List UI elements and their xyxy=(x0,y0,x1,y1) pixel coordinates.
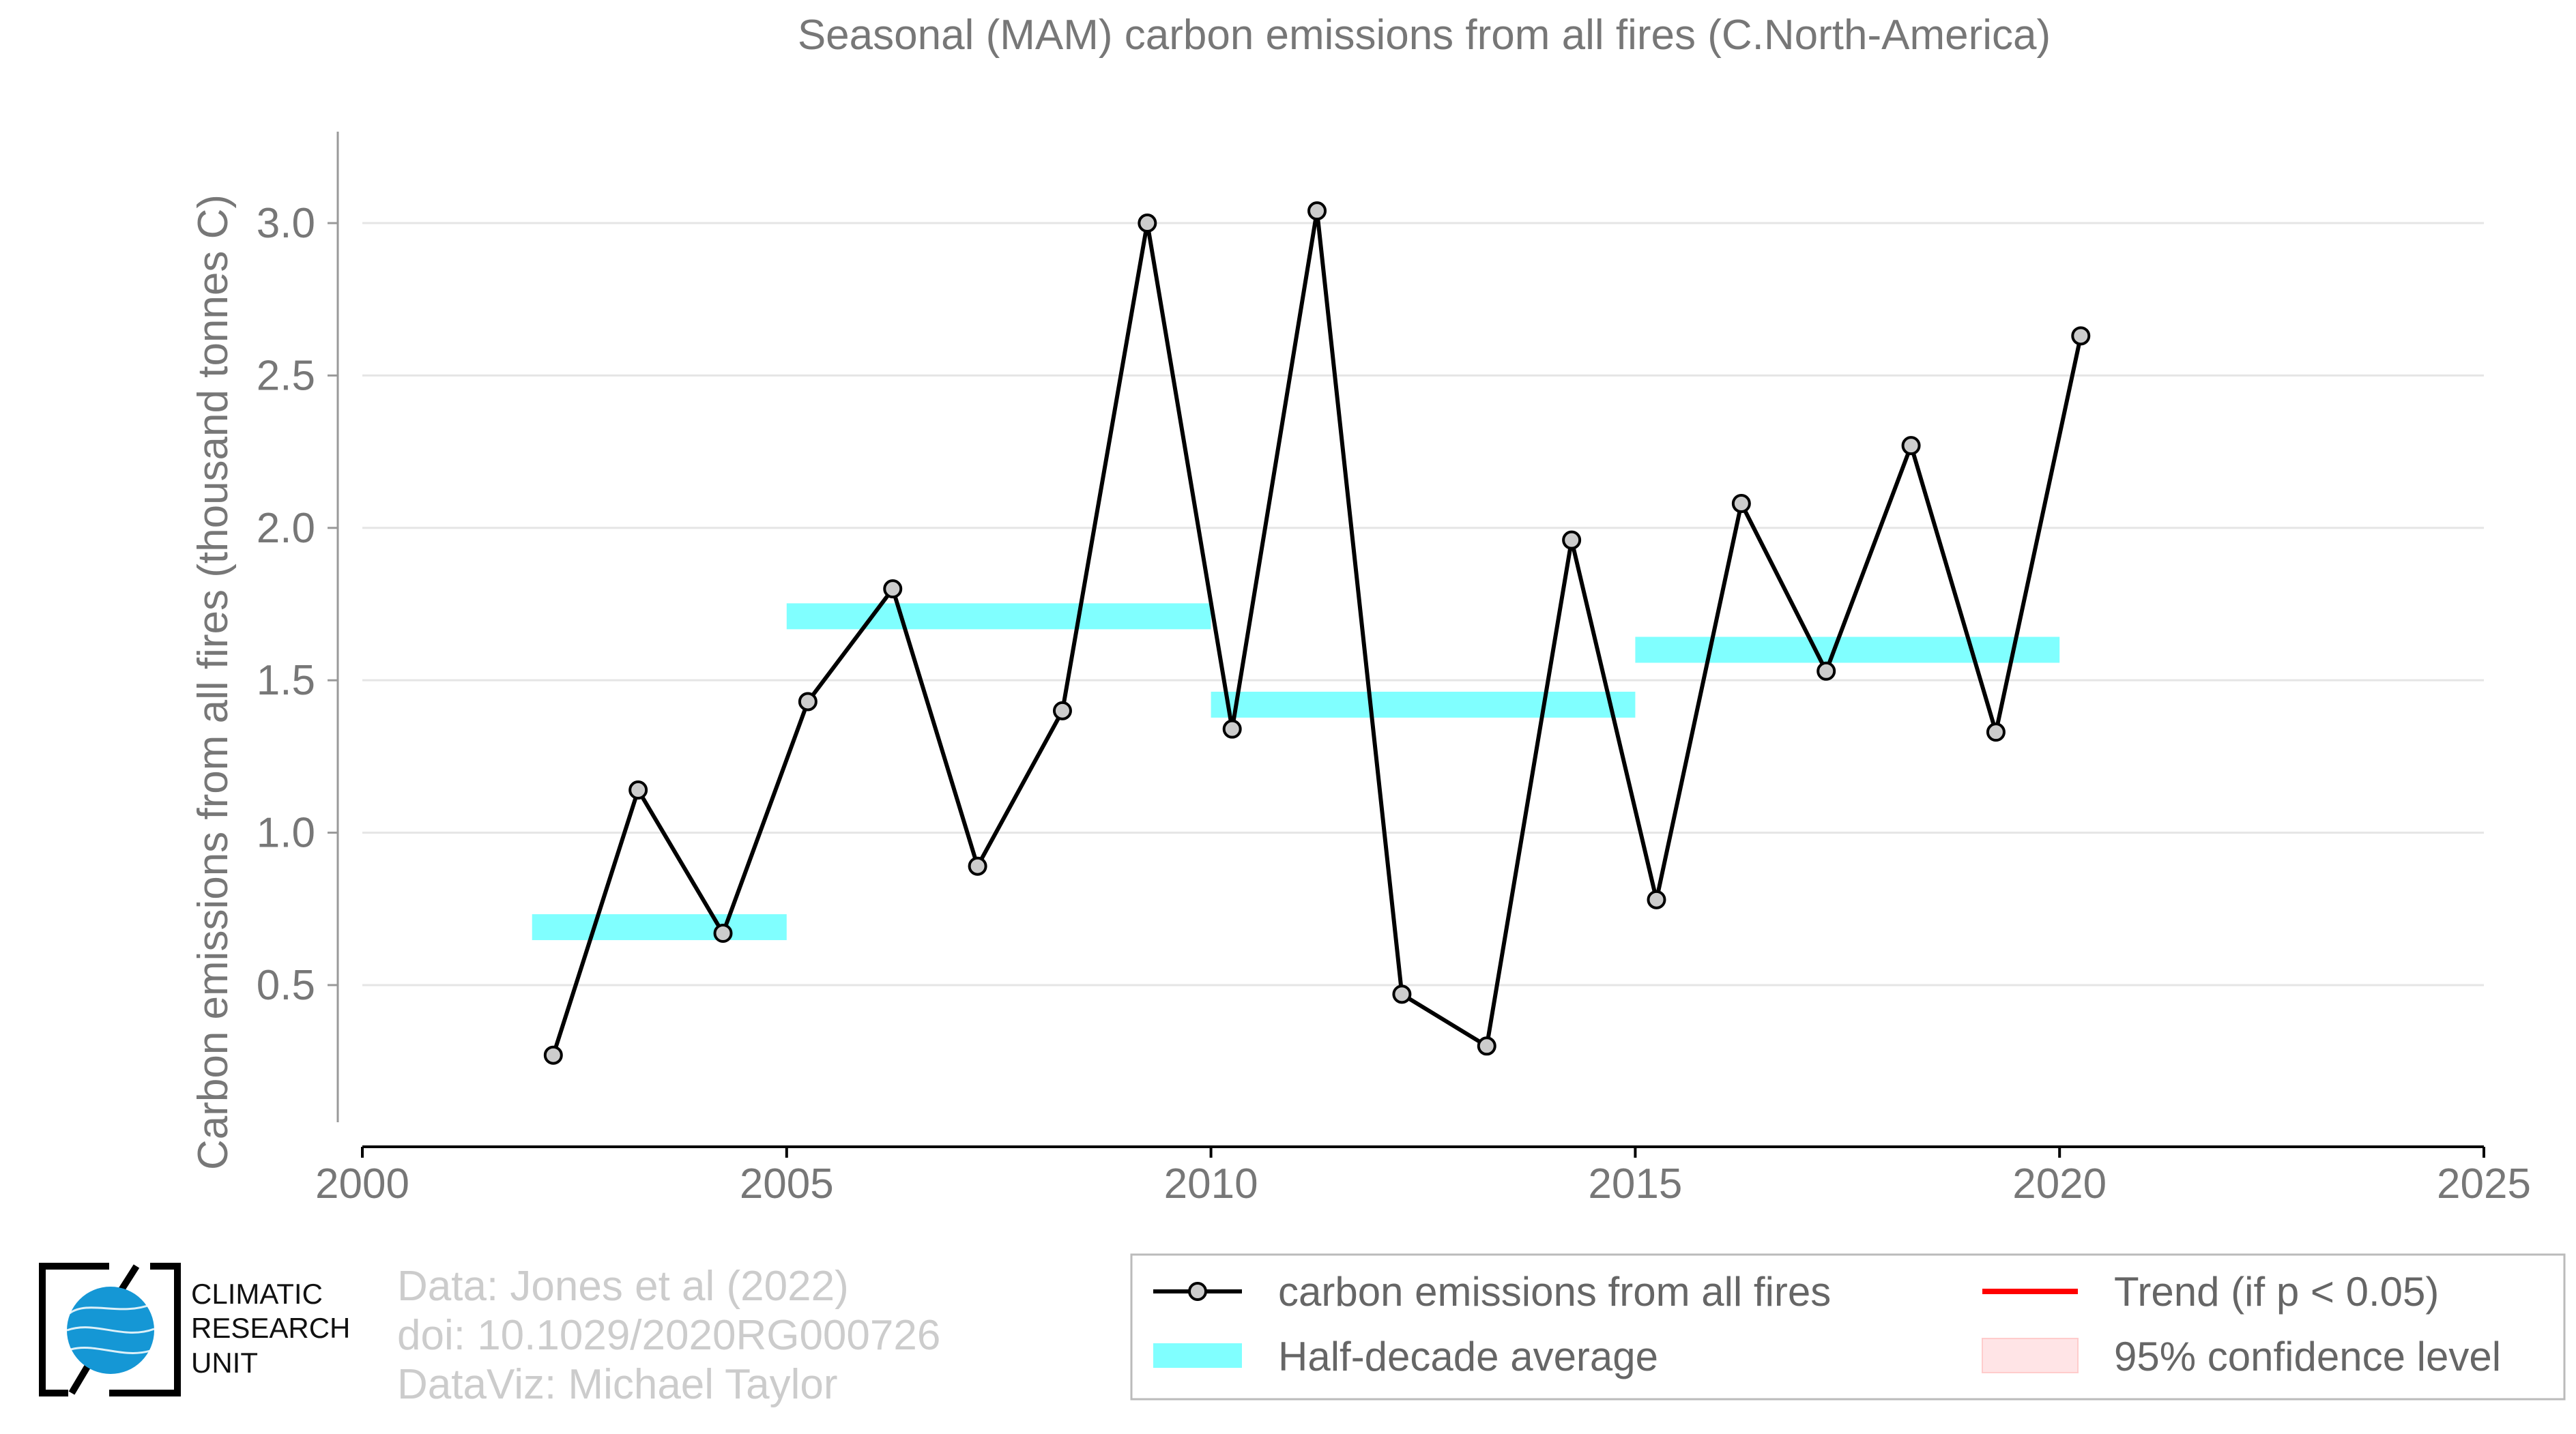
x-tick-label: 2020 xyxy=(2012,1160,2107,1208)
legend-label-confidence: 95% confidence level xyxy=(2114,1334,2501,1379)
logo-slash-bottom xyxy=(68,1362,92,1395)
legend-swatch-confidence xyxy=(1982,1338,2079,1373)
half-decade-bar xyxy=(1635,636,2060,663)
data-point xyxy=(1477,1036,1496,1056)
series xyxy=(543,201,2091,1065)
logo-text: CLIMATIC RESEARCH UNIT xyxy=(191,1277,350,1380)
logo-bracket-left xyxy=(39,1263,109,1396)
chart-title: Seasonal (MAM) carbon emissions from all… xyxy=(798,12,2051,59)
x-tick-label: 2015 xyxy=(1588,1160,1682,1208)
legend: carbon emissions from all fires Half-dec… xyxy=(1130,1253,2566,1401)
data-point xyxy=(1222,719,1242,739)
x-tick-label: 2005 xyxy=(740,1160,834,1208)
y-axis: 0.5 1.0 1.5 2.0 2.5 3.0 xyxy=(257,200,338,1009)
y-tick-label: 2.0 xyxy=(257,505,315,552)
legend-box xyxy=(1130,1253,2566,1401)
x-tick-label: 2010 xyxy=(1164,1160,1258,1208)
data-point xyxy=(1392,984,1412,1004)
data-point xyxy=(628,780,648,800)
credit-dataviz: DataViz: Michael Taylor xyxy=(397,1360,838,1408)
half-decade-averages xyxy=(532,603,2060,941)
data-point xyxy=(1647,890,1666,909)
half-decade-bar xyxy=(786,603,1211,630)
logo-text-line: CLIMATIC xyxy=(191,1278,323,1310)
globe-contour xyxy=(66,1303,155,1354)
legend-swatch-half-decade xyxy=(1153,1343,1242,1368)
logo-text-line: RESEARCH xyxy=(191,1312,351,1345)
data-point xyxy=(1901,436,1921,456)
x-axis: 2000 2005 2010 2015 2020 2025 xyxy=(315,1147,2531,1208)
cru-logo xyxy=(39,1263,181,1396)
credits: Data: Jones et al (2022) doi: 10.1029/20… xyxy=(397,1262,940,1409)
legend-marker-series xyxy=(1188,1282,1207,1301)
data-point xyxy=(1817,661,1836,681)
y-tick-label: 1.0 xyxy=(257,810,315,857)
y-axis-label: Carbon emissions from all fires (thousan… xyxy=(190,194,237,1170)
logo-bracket-right xyxy=(109,1263,181,1396)
data-point xyxy=(1731,494,1751,514)
logo-text-line: UNIT xyxy=(191,1346,258,1379)
data-point xyxy=(968,856,987,876)
gridlines xyxy=(362,222,2484,986)
data-point xyxy=(1307,201,1327,221)
data-point xyxy=(543,1045,563,1065)
half-decade-bar xyxy=(532,914,787,941)
half-decade-bar xyxy=(1211,691,1636,718)
legend-label-trend: Trend (if p < 0.05) xyxy=(2114,1269,2439,1315)
legend-label-half-decade: Half-decade average xyxy=(1278,1334,1658,1379)
y-tick-label: 1.5 xyxy=(257,657,315,704)
data-point xyxy=(1138,214,1157,233)
data-point xyxy=(713,924,733,943)
data-point xyxy=(1562,530,1582,550)
y-tick-label: 3.0 xyxy=(257,200,315,247)
y-tick-label: 2.5 xyxy=(257,352,315,399)
credit-data: Data: Jones et al (2022) xyxy=(397,1263,849,1310)
x-tick-label: 2025 xyxy=(2437,1160,2531,1208)
data-point xyxy=(798,692,817,712)
x-tick-label: 2000 xyxy=(315,1160,409,1208)
credit-doi: doi: 10.1029/2020RG000726 xyxy=(397,1311,941,1359)
y-tick-label: 0.5 xyxy=(257,962,315,1009)
data-point xyxy=(883,579,903,599)
data-point xyxy=(2071,326,2091,346)
data-point xyxy=(1986,722,2006,742)
data-point xyxy=(1052,701,1072,720)
legend-label-series: carbon emissions from all fires xyxy=(1278,1269,1831,1315)
